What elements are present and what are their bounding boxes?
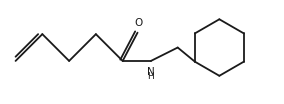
Text: H: H [148,72,154,81]
Text: O: O [134,18,142,28]
Text: N: N [147,67,155,77]
